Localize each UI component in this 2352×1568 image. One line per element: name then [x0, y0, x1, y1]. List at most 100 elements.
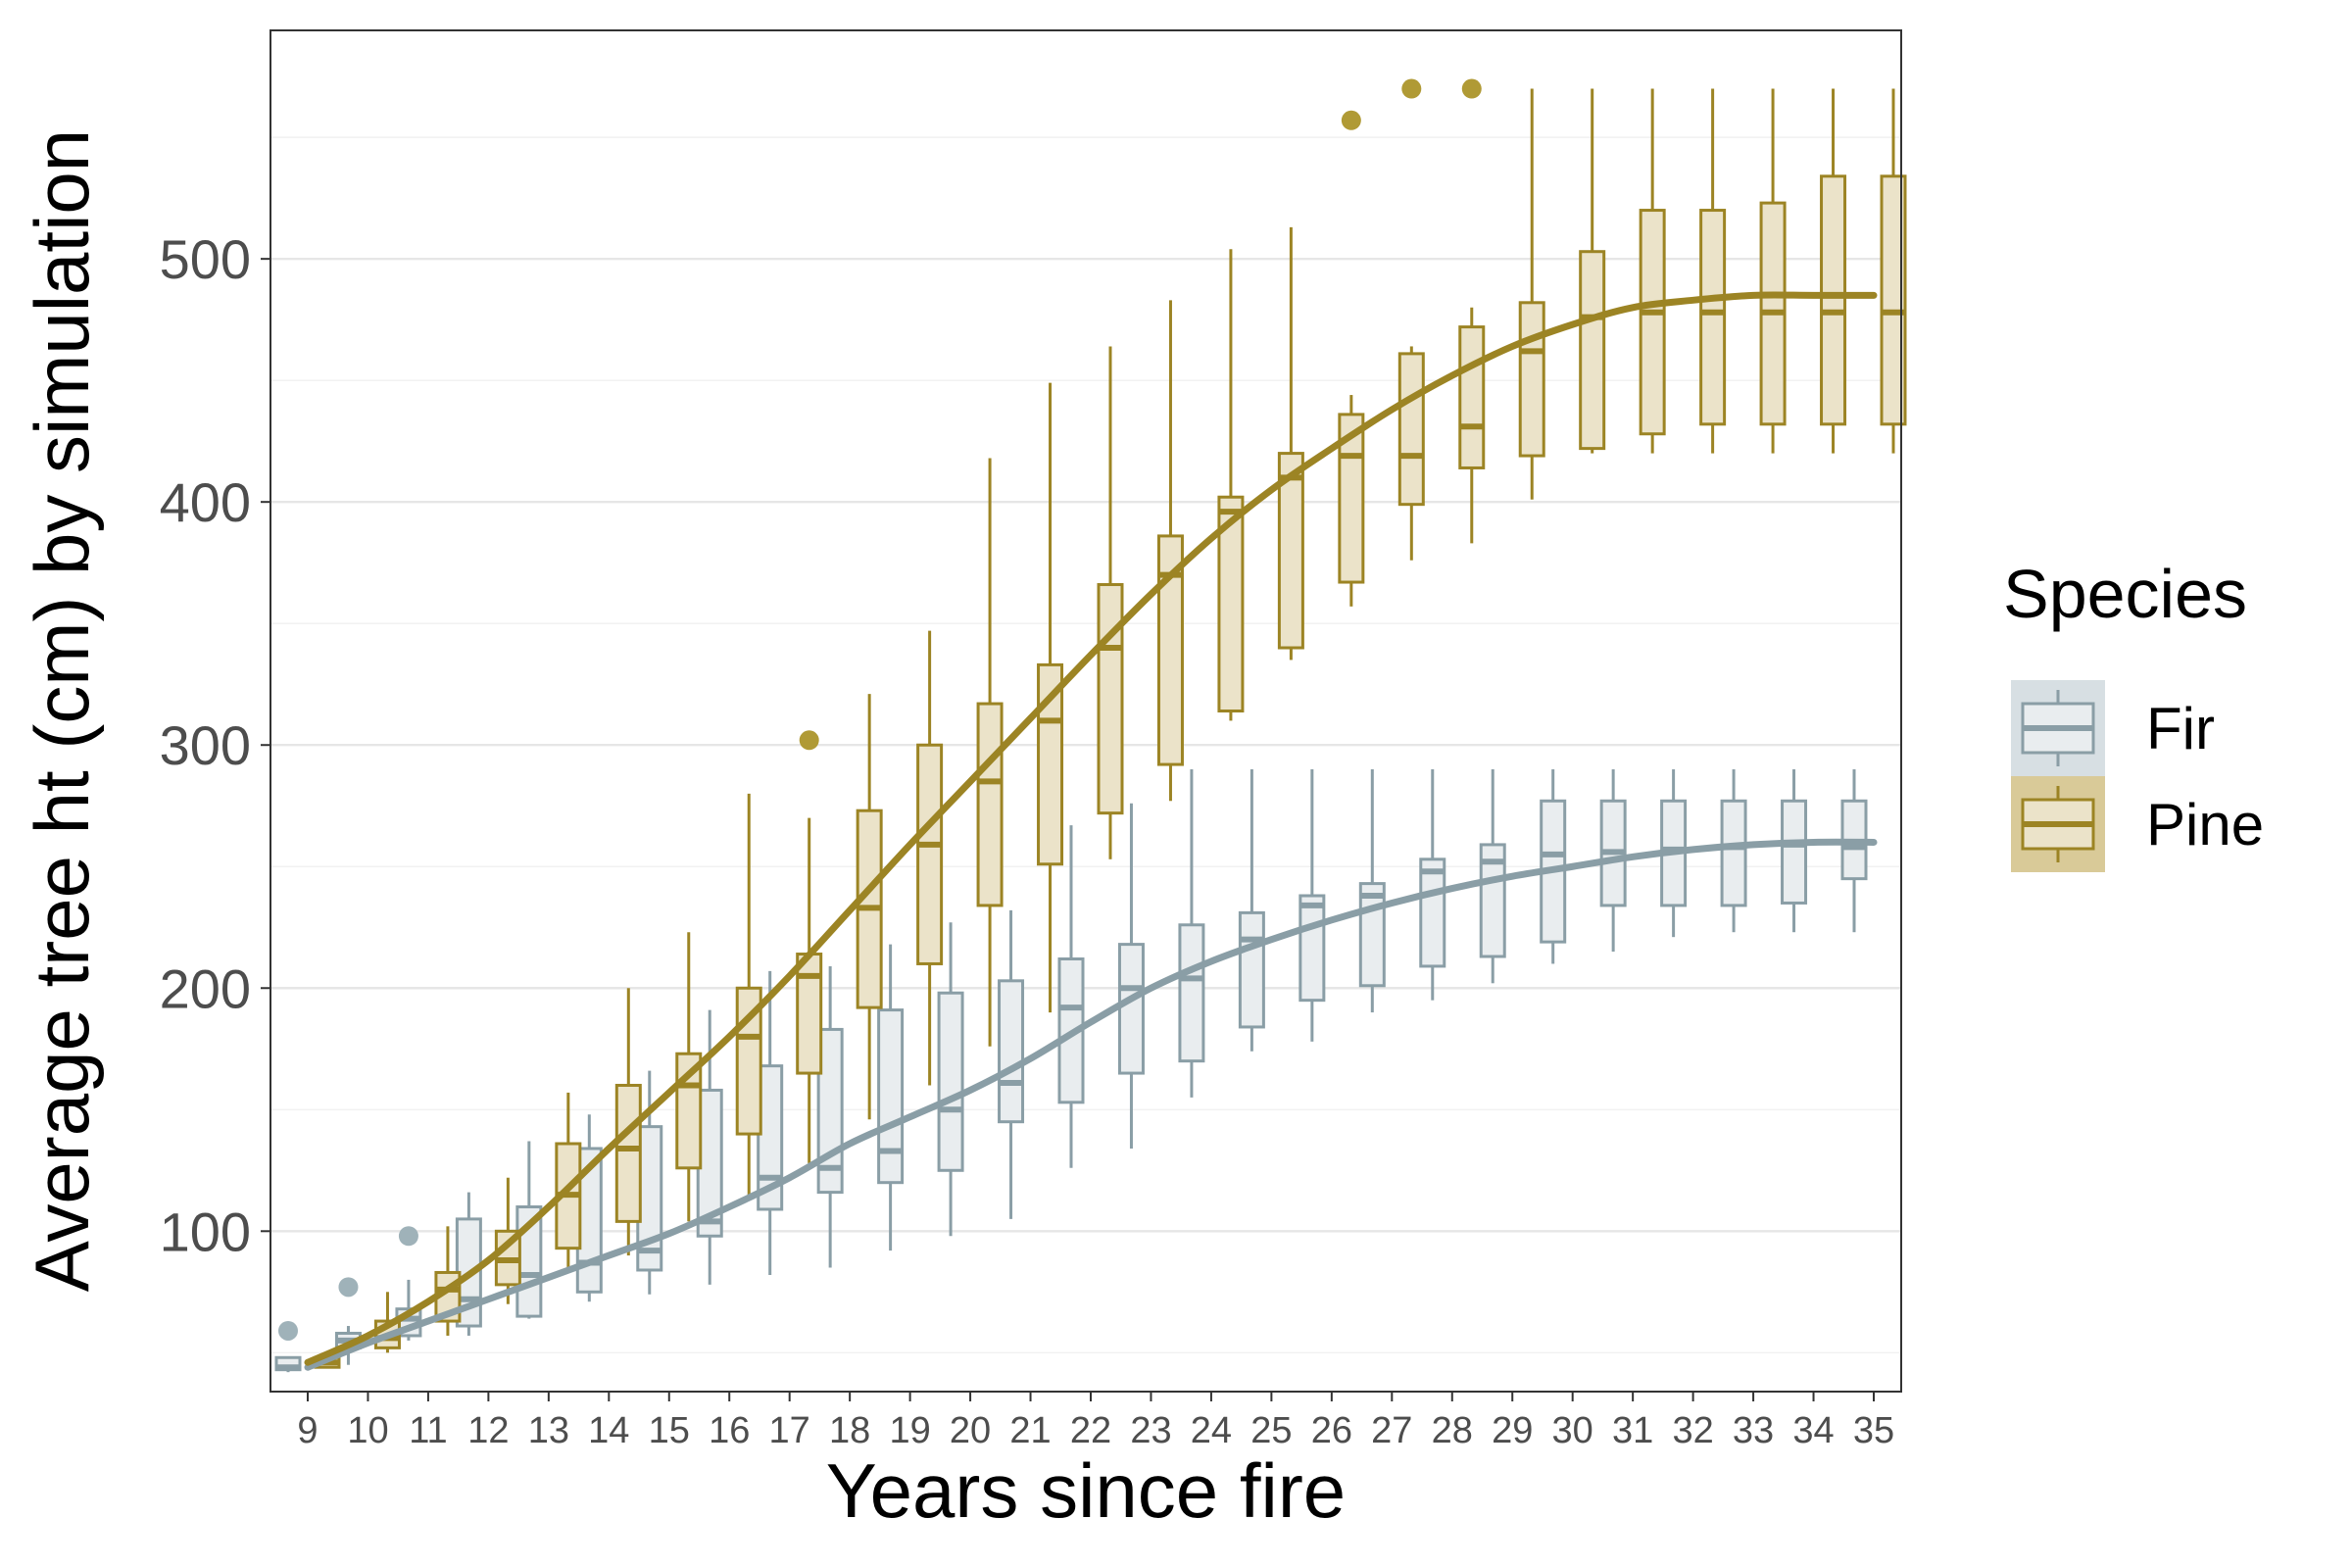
- outlier-point: [1401, 78, 1422, 99]
- x-tick-label: 22: [1070, 1410, 1111, 1451]
- box-body: [1097, 583, 1124, 815]
- x-tick-label: 27: [1371, 1410, 1412, 1451]
- box-fir: [1720, 769, 1747, 933]
- box-body: [796, 953, 823, 1075]
- smooth-lines-layer: [304, 291, 1878, 1371]
- x-tick-label: 24: [1191, 1410, 1232, 1451]
- box-fir: [1238, 769, 1265, 1052]
- box-body: [1458, 325, 1486, 469]
- box-body: [1358, 882, 1386, 988]
- x-tick-label: 28: [1432, 1410, 1473, 1451]
- x-tick-label: 16: [709, 1410, 750, 1451]
- x-axis-title: Years since fire: [826, 1447, 1346, 1534]
- box-fir: [1358, 769, 1386, 1013]
- box-pine: [1156, 300, 1184, 802]
- x-tick-label: 15: [649, 1410, 690, 1451]
- box-fir: [274, 1320, 302, 1373]
- box-body: [614, 1083, 642, 1223]
- x-tick-label: 14: [588, 1410, 629, 1451]
- x-tick-label: 12: [467, 1410, 509, 1451]
- box-body: [916, 743, 944, 965]
- outlier-point: [398, 1226, 418, 1247]
- x-tick-label: 34: [1792, 1410, 1834, 1451]
- box-body: [1178, 923, 1205, 1063]
- box-pine: [1759, 88, 1787, 454]
- x-tick-label: 25: [1250, 1410, 1292, 1451]
- box-fir: [937, 922, 964, 1237]
- smooth-line-pine: [304, 291, 1878, 1366]
- box-body: [1720, 799, 1747, 907]
- box-fir: [998, 909, 1025, 1219]
- x-tick-label: 35: [1853, 1410, 1894, 1451]
- box-pine: [1518, 88, 1545, 500]
- box-pine: [735, 793, 762, 1198]
- box-body: [877, 1008, 905, 1185]
- box-fir: [1479, 769, 1506, 984]
- box-body: [1397, 352, 1425, 507]
- box-pine: [976, 458, 1004, 1047]
- box-fir: [1178, 769, 1205, 1098]
- box-body: [1639, 209, 1666, 436]
- box-pine: [614, 988, 642, 1256]
- box-fir: [1599, 769, 1627, 953]
- series-pine-boxes: [314, 78, 1907, 1369]
- box-pine: [1639, 88, 1666, 454]
- outlier-point: [1461, 78, 1482, 99]
- box-body: [1419, 858, 1446, 968]
- legend-label-fir: Fir: [2146, 696, 2215, 761]
- legend-items: Fir Pine: [2011, 680, 2264, 872]
- box-fir: [877, 944, 905, 1251]
- box-body: [1579, 250, 1606, 451]
- box-fir: [1419, 769, 1446, 1001]
- box-pine: [1699, 88, 1727, 454]
- x-tick-label: 20: [950, 1410, 991, 1451]
- y-tick-label: 200: [160, 957, 251, 1019]
- plot-panel-border: [270, 29, 1902, 1393]
- y-tick-label: 400: [160, 471, 251, 533]
- legend: Species Fir Pine: [2003, 556, 2264, 872]
- grid-lines: [270, 136, 1901, 1354]
- box-pine: [856, 694, 883, 1120]
- box-pine: [1820, 88, 1847, 454]
- outlier-point: [1341, 110, 1361, 130]
- x-tick-label: 19: [889, 1410, 930, 1451]
- box-pine: [1458, 78, 1486, 544]
- outlier-point: [799, 730, 819, 751]
- x-tick-label: 11: [409, 1410, 447, 1451]
- x-tick-label: 29: [1492, 1410, 1533, 1451]
- x-tick-label: 32: [1672, 1410, 1713, 1451]
- x-tick-label: 33: [1733, 1410, 1774, 1451]
- box-body: [1781, 799, 1808, 905]
- box-body: [1238, 910, 1265, 1029]
- box-body: [1820, 174, 1847, 426]
- box-body: [1277, 452, 1304, 650]
- y-axis-title: Average tree ht (cm) by simulation: [19, 129, 105, 1292]
- legend-item-pine: Pine: [2011, 776, 2264, 872]
- box-pine: [1397, 78, 1425, 561]
- y-axis: 100 200 300 400 500: [160, 228, 270, 1262]
- x-axis: 9 10 11 12 13 14 15 16 17 18 19 20 21 22 23 24 25 26 27 28 2…: [297, 1392, 1894, 1451]
- box-body: [998, 979, 1025, 1124]
- box-pine: [916, 630, 944, 1086]
- y-tick-label: 300: [160, 714, 251, 776]
- x-tick-label: 31: [1612, 1410, 1653, 1451]
- box-body: [1699, 209, 1727, 426]
- outlier-point: [338, 1277, 359, 1298]
- x-tick-label: 21: [1009, 1410, 1051, 1451]
- box-fir: [1298, 769, 1326, 1042]
- smooth-line-fir: [304, 838, 1878, 1371]
- x-tick-label: 23: [1130, 1410, 1171, 1451]
- legend-item-fir: Fir: [2011, 680, 2215, 776]
- box-body: [1117, 943, 1145, 1075]
- x-tick-label: 10: [347, 1410, 388, 1451]
- y-tick-label: 100: [160, 1200, 251, 1262]
- legend-label-pine: Pine: [2146, 792, 2264, 858]
- box-body: [1518, 301, 1545, 458]
- x-tick-label: 26: [1311, 1410, 1352, 1451]
- box-pine: [1277, 226, 1304, 661]
- x-tick-label: 17: [769, 1410, 810, 1451]
- box-body: [976, 702, 1004, 907]
